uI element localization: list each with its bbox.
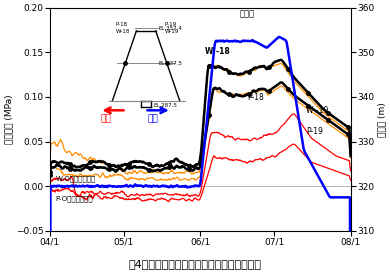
- Y-axis label: 間隙水圧 (MPa): 間隙水圧 (MPa): [4, 94, 13, 144]
- Text: P-18: P-18: [247, 94, 264, 103]
- Text: P-19: P-19: [306, 127, 323, 137]
- Text: 上流: 上流: [101, 115, 112, 123]
- Text: 围4　ワイヤレスー従来計器の計測値の比較: 围4 ワイヤレスー従来計器の計測値の比較: [128, 259, 262, 269]
- Text: W -19: W -19: [306, 106, 328, 115]
- Text: P-O：ケーブル型: P-O：ケーブル型: [56, 195, 94, 202]
- Text: W-O：ワイヤレス: W-O：ワイヤレス: [56, 175, 96, 182]
- Text: W -18: W -18: [205, 47, 230, 56]
- Text: 下流: 下流: [147, 115, 158, 123]
- Text: 谯水位: 谯水位: [239, 10, 255, 18]
- Y-axis label: 谯水位 (m): 谯水位 (m): [377, 102, 386, 137]
